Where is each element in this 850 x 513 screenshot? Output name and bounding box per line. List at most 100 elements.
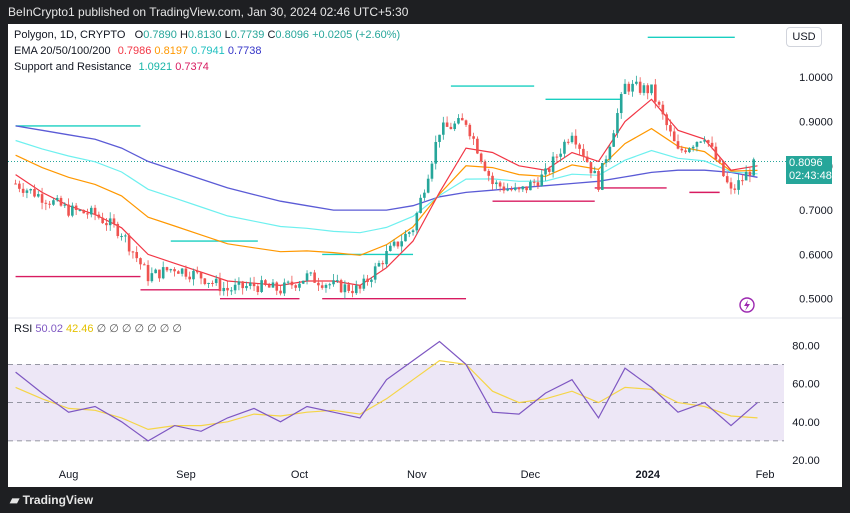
candle-body (373, 266, 377, 280)
candle-body (177, 271, 180, 274)
candle-body (332, 280, 335, 285)
legend-ema-row[interactable]: EMA 20/50/100/200 0.7986 0.8197 0.7941 0… (14, 43, 400, 59)
candle-body (513, 187, 517, 190)
candle-body (313, 272, 316, 283)
sr-label: Support and Resistance (14, 61, 132, 73)
candle-body (86, 213, 89, 215)
candle-body (207, 282, 210, 284)
rsi-tick-label: 20.00 (792, 455, 820, 467)
lightning-bolt-icon (744, 300, 750, 311)
candle-body (472, 136, 475, 139)
low-label: L (224, 29, 231, 41)
candle-body (688, 148, 691, 153)
candle-body (48, 203, 51, 205)
rsi-tick-label: 80.00 (792, 340, 820, 352)
currency-button[interactable]: USD (786, 27, 822, 47)
candle-body (158, 269, 161, 279)
candle-body (619, 93, 623, 114)
candle-body (665, 114, 668, 126)
candle-body (612, 133, 615, 147)
candle-body (52, 200, 55, 205)
candle-body (135, 252, 139, 259)
legend-sr-row[interactable]: Support and Resistance 1.0921 0.7374 (14, 59, 400, 75)
candle-body (370, 279, 373, 282)
candle-body (737, 180, 740, 190)
candle-body (559, 153, 562, 157)
high-value: 0.8130 (187, 29, 222, 41)
candle-body (279, 290, 282, 294)
candle-body (214, 278, 218, 284)
tradingview-logo[interactable]: ▰ TradingView (10, 487, 93, 513)
rsi-legend[interactable]: RSI 50.02 42.46 ∅ ∅ ∅ ∅ ∅ ∅ ∅ (14, 322, 182, 335)
candle-body (498, 182, 502, 187)
published-text: BeInCrypto1 published on TradingView.com… (8, 5, 409, 19)
candle-body (33, 189, 36, 197)
price-tick-label: 0.5000 (799, 294, 833, 306)
candle-body (601, 162, 604, 190)
close-label: C (267, 29, 276, 41)
candle-body (404, 233, 407, 242)
candle-body (82, 209, 86, 214)
candle-body (252, 282, 256, 287)
candle-body (638, 81, 642, 93)
candle-body (695, 141, 699, 147)
candle-body (453, 123, 456, 130)
candle-body (351, 290, 354, 294)
candle-body (582, 148, 585, 157)
candle-body (233, 284, 237, 291)
ema200-value: 0.7738 (227, 45, 262, 57)
brand-name: TradingView (22, 493, 94, 507)
candle-body (517, 187, 521, 190)
candle-body (510, 189, 513, 191)
candle-body (616, 113, 619, 134)
ema-label: EMA 20/50/100/200 (14, 45, 111, 57)
candle-body (483, 161, 487, 171)
chart-legend: Polygon, 1D, CRYPTO O0.7890 H0.8130 L0.7… (14, 27, 400, 75)
candle-body (487, 170, 491, 176)
price-tick-label: 0.9000 (799, 116, 833, 128)
candle-body (195, 270, 199, 273)
candle-body (161, 267, 165, 279)
ema20-value: 0.7986 (117, 45, 152, 57)
candle-body (237, 281, 241, 285)
candle-body (650, 84, 653, 94)
candle-body (442, 122, 445, 135)
publish-header: BeInCrypto1 published on TradingView.com… (0, 0, 850, 24)
candle-body (676, 141, 680, 149)
open-value: 0.7890 (143, 29, 177, 41)
candle-body (563, 141, 566, 154)
candle-body (476, 138, 479, 154)
candle-body (400, 241, 403, 247)
candle-body (597, 171, 600, 190)
candle-body (680, 148, 684, 151)
candle-body (139, 258, 142, 265)
rsi-placeholder-values: ∅ ∅ ∅ ∅ ∅ ∅ ∅ (96, 323, 183, 335)
candle-body (392, 241, 396, 246)
price-tick-label: 1.0000 (799, 72, 833, 84)
ema50-line (15, 127, 758, 256)
rsi-label: RSI (14, 323, 33, 335)
candle-body (642, 85, 646, 93)
candle-body (521, 186, 525, 190)
candle-body (604, 159, 608, 163)
candle-body (25, 190, 29, 193)
candle-body (438, 134, 441, 142)
candle-body (67, 204, 70, 216)
time-tick-label: Nov (407, 469, 427, 481)
candle-body (203, 278, 207, 284)
candle-body (623, 83, 627, 94)
time-tick-label: Oct (291, 469, 308, 481)
candle-body (555, 156, 559, 158)
candle-body (336, 280, 339, 282)
candle-body (298, 283, 301, 288)
high-label: H (179, 29, 188, 41)
candle-body (93, 207, 97, 215)
candle-body (199, 272, 203, 279)
candle-body (423, 192, 426, 198)
candle-body (733, 188, 737, 190)
candle-body (309, 272, 313, 274)
candle-body (271, 282, 275, 288)
candle-body (105, 223, 108, 226)
